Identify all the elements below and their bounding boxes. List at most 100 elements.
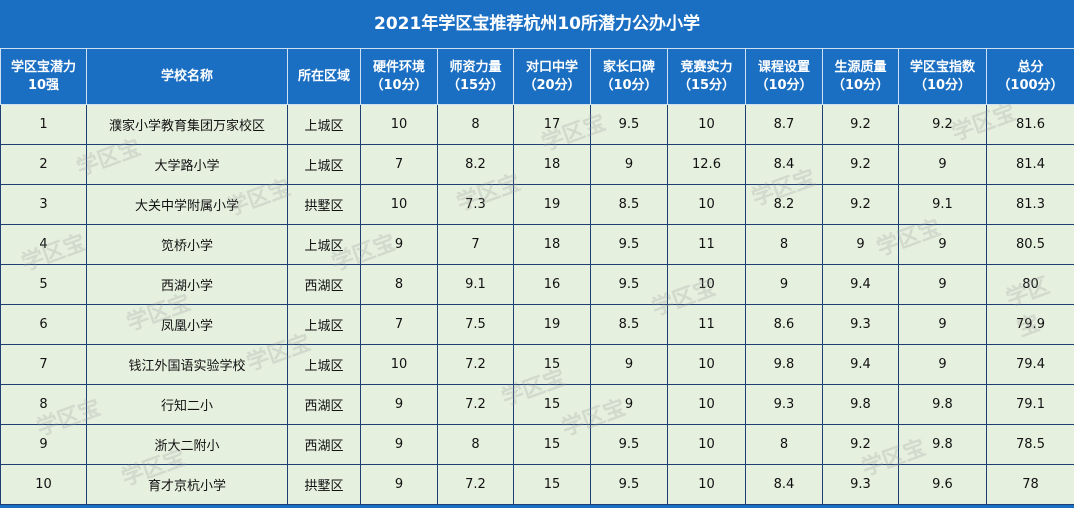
- table-cell: 7: [360, 304, 438, 345]
- table-cell: 9.5: [590, 224, 668, 265]
- table-cell: 81.4: [986, 144, 1074, 185]
- table-cell: 9: [745, 264, 823, 305]
- table-cell: 9: [590, 384, 668, 425]
- table-cell: 8: [0, 384, 87, 425]
- table-cell: 7.3: [437, 184, 514, 225]
- table-cell: 15: [513, 344, 591, 385]
- table-row: 5 西湖小学 西湖区 8 9.1 16 9.5 10 9 9.4 9 80: [0, 264, 1074, 305]
- header-line: 总分: [1017, 59, 1044, 75]
- table-row: 7 钱江外国语实验学校 上城区 10 7.2 15 9 10 9.8 9.4 9 79.4: [0, 344, 1074, 385]
- header-line: 家长口碑: [602, 59, 655, 75]
- header-cell: 对口中学 （20分）: [513, 48, 591, 105]
- table-cell: 11: [667, 224, 746, 265]
- table-row: 4 笕桥小学 上城区 9 7 18 9.5 11 8 9 9 80.5: [0, 224, 1074, 265]
- table-cell: 79.9: [986, 304, 1074, 345]
- header-line: （10分）: [600, 77, 658, 93]
- header-cell: 学区宝指数 （10分）: [898, 48, 987, 105]
- table-cell: 9.6: [898, 464, 987, 505]
- table-cell: 9.5: [590, 464, 668, 505]
- table-cell: 9.4: [822, 264, 899, 305]
- table-cell: 拱墅区: [287, 184, 361, 225]
- table-cell: 9.2: [898, 104, 987, 145]
- table-cell: 育才京杭小学: [86, 464, 288, 505]
- table-cell: 9.2: [822, 184, 899, 225]
- table-cell: 1: [0, 104, 87, 145]
- table-cell: 6: [0, 304, 87, 345]
- table-cell: 9: [822, 224, 899, 265]
- header-cell: 生源质量 （10分）: [822, 48, 899, 105]
- header-line: 竞赛实力: [680, 59, 733, 75]
- table-cell: 上城区: [287, 104, 361, 145]
- table-cell: 7.2: [437, 344, 514, 385]
- table-cell: 8.2: [745, 184, 823, 225]
- table-row: 1 濮家小学教育集团万家校区 上城区 10 8 17 9.5 10 8.7 9.2 9.2 81.6: [0, 104, 1074, 145]
- header-line: 课程设置: [757, 59, 810, 75]
- header-cell: 课程设置 （10分）: [745, 48, 823, 105]
- table-row: 3 大关中学附属小学 拱墅区 10 7.3 19 8.5 10 8.2 9.2 9.1 81.3: [0, 184, 1074, 225]
- table-cell: 8: [437, 104, 514, 145]
- table-cell: 9.3: [745, 384, 823, 425]
- table-cell: 10: [667, 384, 746, 425]
- header-line: 学区宝潜力: [10, 59, 76, 75]
- table-cell: 10: [667, 104, 746, 145]
- table-cell: 8.5: [590, 304, 668, 345]
- header-line: 对口中学: [525, 59, 578, 75]
- table-cell: 7.2: [437, 464, 514, 505]
- table-cell: 西湖区: [287, 384, 361, 425]
- table-cell: 8: [745, 424, 823, 465]
- table-body: 1 濮家小学教育集团万家校区 上城区 10 8 17 9.5 10 8.7 9.2 9.2 81.6 2…: [0, 104, 1074, 505]
- table-cell: 西湖小学: [86, 264, 288, 305]
- table-cell: 行知二小: [86, 384, 288, 425]
- table-cell: 8.4: [745, 464, 823, 505]
- table-cell: 西湖区: [287, 424, 361, 465]
- header-cell: 家长口碑 （10分）: [590, 48, 668, 105]
- table-cell: 9.2: [822, 104, 899, 145]
- table-cell: 3: [0, 184, 87, 225]
- table-cell: 9: [898, 144, 987, 185]
- table-cell: 9.3: [822, 304, 899, 345]
- table-cell: 9.8: [898, 384, 987, 425]
- header-line: （15分）: [446, 77, 505, 93]
- table-row: 8 行知二小 西湖区 9 7.2 15 9 10 9.3 9.8 9.8 79.1: [0, 384, 1074, 425]
- header-line: （20分）: [523, 77, 581, 93]
- table-cell: 18: [513, 144, 591, 185]
- table-cell: 19: [513, 304, 591, 345]
- table-cell: 9: [0, 424, 87, 465]
- table-cell: 9: [898, 304, 987, 345]
- table-cell: 凤凰小学: [86, 304, 288, 345]
- title: 2021年学区宝推荐杭州10所潜力公办小学: [374, 14, 700, 34]
- table-row: 10 育才京杭小学 拱墅区 9 7.2 15 9.5 10 8.4 9.3 9.6 78: [0, 464, 1074, 505]
- table-cell: 大学路小学: [86, 144, 288, 185]
- table-cell: 19: [513, 184, 591, 225]
- table-cell: 9.8: [745, 344, 823, 385]
- table-cell: 濮家小学教育集团万家校区: [86, 104, 288, 145]
- table-cell: 9: [590, 344, 668, 385]
- table-cell: 10: [667, 184, 746, 225]
- table-cell: 9: [898, 264, 987, 305]
- table-cell: 11: [667, 304, 746, 345]
- table-cell: 7: [360, 144, 438, 185]
- table-cell: 2: [0, 144, 87, 185]
- table-cell: 9.2: [822, 144, 899, 185]
- header-line: （10分）: [370, 77, 428, 93]
- table-cell: 17: [513, 104, 591, 145]
- table-cell: 9.8: [822, 384, 899, 425]
- table-cell: 81.3: [986, 184, 1074, 225]
- table-cell: 81.6: [986, 104, 1074, 145]
- table-cell: 7.2: [437, 384, 514, 425]
- table-cell: 上城区: [287, 304, 361, 345]
- header-line: 生源质量: [834, 59, 887, 75]
- table-cell: 9: [360, 464, 438, 505]
- table-cell: 9: [360, 224, 438, 265]
- header-line: （10分）: [831, 77, 890, 93]
- header-line: 所在区域: [297, 68, 350, 84]
- header-line: 10强: [27, 77, 60, 93]
- table-cell: 79.1: [986, 384, 1074, 425]
- table-cell: 9.1: [898, 184, 987, 225]
- table-cell: 9.5: [590, 424, 668, 465]
- table-cell: 8: [360, 264, 438, 305]
- table-cell: 西湖区: [287, 264, 361, 305]
- header-cell: 总分 （100分）: [986, 48, 1074, 105]
- table-row: 9 浙大二附小 西湖区 9 8 15 9.5 10 8 9.2 9.8 78.5: [0, 424, 1074, 465]
